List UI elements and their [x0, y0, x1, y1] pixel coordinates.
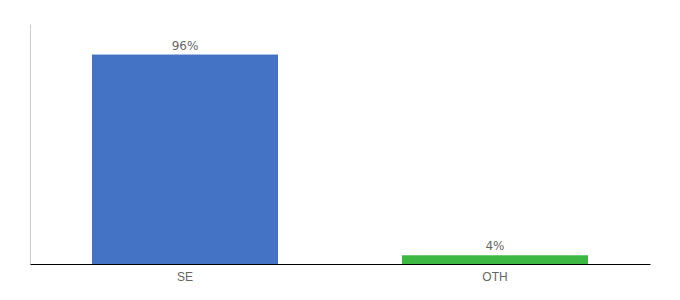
plot: SE OTH 96% 4%: [31, 25, 651, 285]
data-labels: 96% 4%: [172, 39, 505, 254]
y-axis-line: [30, 25, 31, 265]
x-tick: SE: [177, 270, 193, 284]
x-tick-label: OTH: [482, 270, 507, 284]
x-tick-label: SE: [177, 270, 193, 284]
bars: [92, 55, 588, 264]
bar: [402, 255, 588, 264]
bar: [92, 55, 278, 264]
chart: SE OTH 96% 4%: [0, 0, 680, 300]
data-label: 96%: [172, 39, 199, 53]
x-axis-line: [31, 264, 651, 265]
x-axis: SE OTH: [31, 265, 651, 285]
y-axis: [30, 25, 31, 265]
data-label: 4%: [485, 239, 504, 253]
x-tick: OTH: [482, 270, 507, 284]
